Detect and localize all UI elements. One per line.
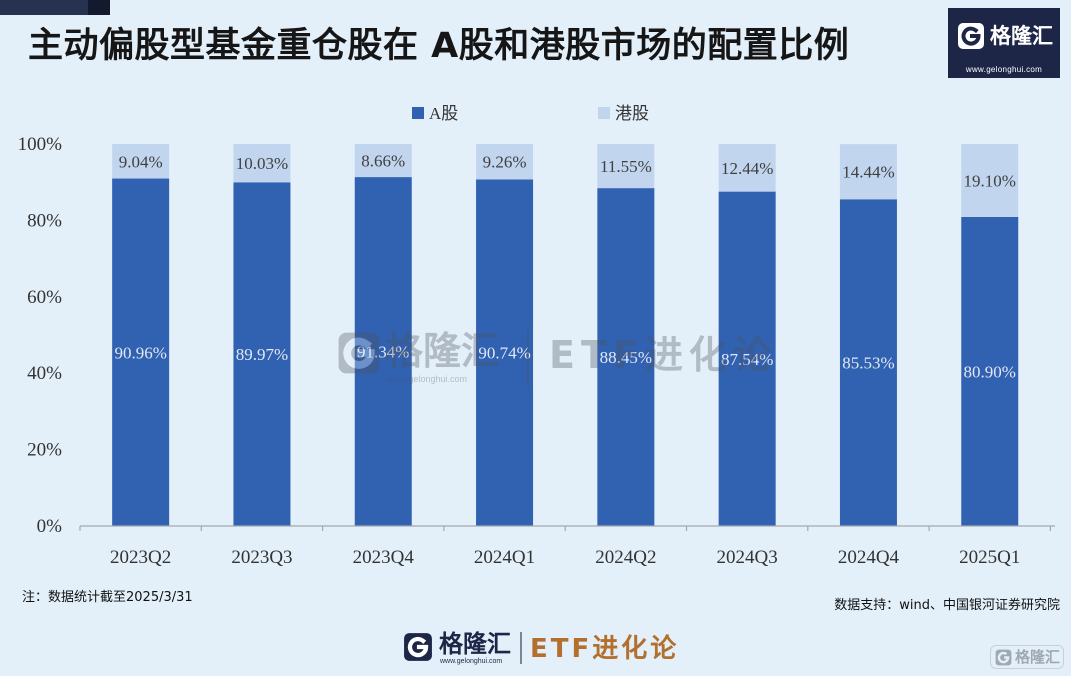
bar-a-share — [233, 182, 291, 526]
x-tick-label: 2023Q3 — [231, 547, 292, 568]
gelonghui-g-icon — [958, 23, 984, 49]
bar-a-share — [597, 188, 655, 526]
watermark-column-name: ETF进化论 — [549, 333, 777, 377]
x-tick-label: 2023Q2 — [110, 547, 171, 568]
y-tick-label: 20% — [27, 440, 62, 461]
data-label-hk-share: 12.44% — [721, 159, 773, 178]
y-tick-label: 0% — [37, 516, 63, 537]
brand-divider — [520, 632, 522, 664]
footnote: 注：数据统计截至2025/3/31 — [22, 590, 193, 605]
data-label-hk-share: 9.26% — [483, 153, 527, 172]
bar-a-share — [112, 178, 170, 526]
data-label-hk-share: 8.66% — [361, 152, 405, 171]
bar-a-share — [961, 216, 1019, 526]
x-tick-label: 2024Q3 — [717, 547, 778, 568]
y-axis: 0% 20% 40% 60% 80% 100% — [18, 134, 63, 537]
data-label-a-share: 85.53% — [842, 354, 894, 373]
watermark-brand-name: 格隆汇 — [385, 329, 500, 373]
bars — [112, 144, 1019, 527]
brand-logo-bottom: 格隆汇 www.gelonghui.com ETF进化论 — [403, 630, 693, 670]
brand-name: 格隆汇 — [439, 630, 511, 658]
brand-url: www.gelonghui.com — [440, 658, 503, 665]
x-tick-label: 2024Q4 — [838, 547, 900, 568]
brand-logo-top-right: 格隆汇 www.gelonghui.com — [948, 8, 1060, 78]
watermark-center: 格隆汇 www.gelonghui.com ETF进化论 — [337, 327, 797, 391]
data-label-a-share: 87.54% — [721, 350, 773, 369]
bar-hk-share — [961, 144, 1019, 217]
brand-url: www.gelonghui.com — [965, 65, 1043, 74]
data-label-a-share: 90.96% — [114, 343, 166, 362]
bar-a-share — [839, 199, 897, 527]
gelonghui-g-icon — [338, 332, 380, 374]
x-tick-label: 2024Q2 — [595, 547, 656, 568]
y-tick-label: 60% — [27, 287, 62, 308]
bar-hk-share — [476, 144, 534, 180]
chart-title: 主动偏股型基金重仓股在 A股和港股市场的配置比例 — [28, 26, 850, 66]
legend-swatch-a-share — [412, 107, 424, 119]
bar-a-share — [354, 177, 412, 526]
data-label-hk-share: 11.55% — [600, 157, 652, 176]
data-label-a-share: 90.74% — [478, 344, 530, 363]
legend-label-hk-share: 港股 — [615, 104, 649, 123]
x-axis: 2023Q2 2023Q3 2023Q4 2024Q1 2024Q2 2024Q3 2024… — [79, 525, 1055, 568]
watermark-brand-name: 格隆汇 — [1015, 648, 1061, 666]
data-label-hk-share: 14.44% — [842, 163, 894, 182]
y-tick-label: 80% — [27, 210, 62, 231]
bar-a-share — [718, 191, 776, 526]
y-tick-label: 100% — [18, 134, 63, 155]
corner-decoration — [0, 0, 88, 15]
column-name: ETF进化论 — [530, 634, 680, 664]
legend: A股 港股 — [412, 104, 649, 123]
bar-hk-share — [354, 144, 412, 178]
data-label-hk-share: 19.10% — [964, 171, 1016, 190]
data-label-a-share: 80.90% — [964, 362, 1016, 381]
bar-hk-share — [233, 144, 291, 183]
watermark-divider — [527, 329, 529, 387]
bar-a-share — [476, 179, 534, 526]
data-label-hk-share: 10.03% — [236, 154, 288, 173]
bar-hk-share — [597, 144, 655, 189]
gelonghui-g-icon — [995, 649, 1012, 666]
data-label-a-share: 91.34% — [357, 343, 409, 362]
data-label-a-share: 89.97% — [236, 345, 288, 364]
data-source: 数据支持：wind、中国银河证券研究院 — [834, 598, 1060, 613]
gelonghui-g-icon — [404, 633, 432, 661]
watermark-brand-url: www.gelonghui.com — [387, 374, 468, 384]
legend-label-a-share: A股 — [429, 104, 458, 123]
data-label-a-share: 88.45% — [600, 348, 652, 367]
watermark-corner: 格隆汇 — [990, 645, 1064, 669]
data-labels: 90.96% 9.04% 89.97% 10.03% 91.34% 8.66% 90.74%… — [114, 152, 1016, 382]
corner-decoration-dark — [88, 0, 110, 15]
bar-hk-share — [839, 144, 897, 200]
y-tick-label: 40% — [27, 363, 62, 384]
bar-hk-share — [112, 144, 170, 179]
legend-swatch-hk-share — [598, 107, 610, 119]
x-tick-label: 2023Q4 — [353, 547, 415, 568]
x-tick-label: 2024Q1 — [474, 547, 535, 568]
data-label-hk-share: 9.04% — [119, 152, 163, 171]
bar-hk-share — [718, 144, 776, 192]
brand-name: 格隆汇 — [990, 24, 1053, 48]
x-tick-label: 2025Q1 — [959, 547, 1020, 568]
